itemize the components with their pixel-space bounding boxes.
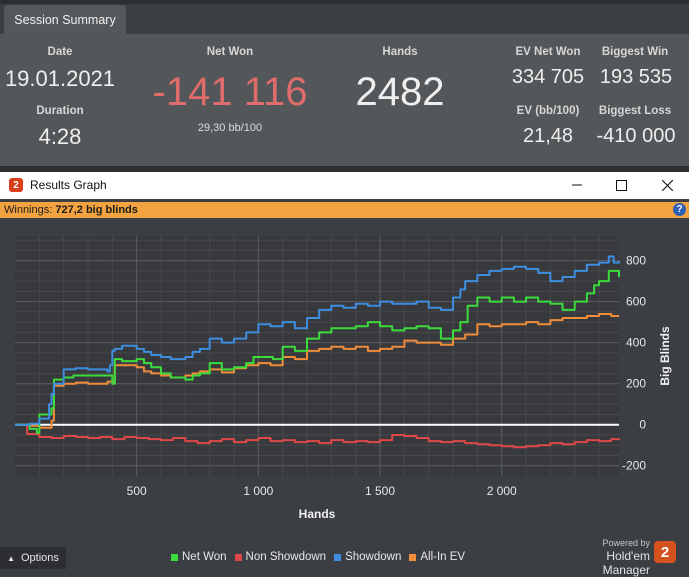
tab-session-summary[interactable]: Session Summary	[4, 5, 126, 34]
legend-label: Net Won	[182, 551, 227, 563]
date-value: 19.01.2021	[4, 66, 116, 91]
maximize-button[interactable]	[606, 175, 636, 195]
summary-divider	[0, 166, 689, 172]
legend-item-non-showdown[interactable]: Non Showdown	[234, 551, 327, 563]
hands-label: Hands	[382, 46, 418, 58]
series-layer	[15, 255, 620, 449]
y-tick-label: -200	[622, 459, 646, 473]
window-titlebar[interactable]: 2 Results Graph	[0, 172, 689, 199]
hands-value: 2482	[355, 70, 445, 114]
ev-bb100-value: 21,48	[522, 125, 574, 147]
winnings-value: 727,2 big blinds	[55, 204, 138, 216]
window-title: Results Graph	[30, 178, 107, 192]
x-tick-label: 1 500	[365, 484, 395, 498]
biggest-loss-label: Biggest Loss	[598, 105, 672, 117]
legend-label: Showdown	[345, 551, 402, 563]
biggest-win-label: Biggest Win	[601, 46, 669, 58]
duration-label: Duration	[36, 105, 84, 117]
holdem-manager-logo: 2	[654, 541, 676, 563]
help-icon[interactable]: ?	[673, 203, 686, 216]
plot-area	[15, 236, 619, 476]
y-tick-label: 200	[626, 377, 646, 391]
legend-swatch	[334, 553, 342, 561]
series-line-net-won	[15, 269, 620, 434]
powered-by-text: Powered by	[602, 538, 650, 548]
biggest-win-value: 193 535	[599, 66, 673, 88]
x-tick-label: 1 000	[243, 484, 273, 498]
legend-label: Non Showdown	[245, 551, 327, 563]
close-button[interactable]	[652, 175, 682, 195]
y-tick-label: 400	[626, 336, 646, 350]
winnings-label: Winnings:	[4, 204, 53, 216]
x-axis-title: Hands	[299, 507, 336, 521]
results-graph-window: 2 Results Graph Winnings: 727,2 big blin…	[0, 172, 689, 577]
winnings-text: Winnings: 727,2 big blinds	[4, 204, 138, 216]
top-strip	[0, 0, 689, 4]
maximize-icon	[615, 179, 627, 191]
chart-legend: Net Won Non Showdown Showdown All-In EV	[171, 549, 473, 565]
legend-item-all-in-ev[interactable]: All-In EV	[409, 551, 465, 563]
x-tick-label: 500	[127, 484, 147, 498]
y-tick-label: 0	[639, 418, 646, 432]
brand-name: Hold'em Manager	[602, 549, 650, 577]
minimize-icon	[572, 184, 582, 186]
close-icon	[661, 179, 673, 191]
net-won-bb100: 29,30 bb/100	[197, 122, 263, 134]
legend-item-net-won[interactable]: Net Won	[171, 551, 227, 563]
ev-net-won-value: 334 705	[511, 66, 585, 88]
legend-item-showdown[interactable]: Showdown	[334, 551, 401, 563]
y-axis-title: Big Blinds	[658, 326, 672, 386]
ev-bb100-label: EV (bb/100)	[516, 105, 580, 117]
duration-value: 4:28	[38, 124, 82, 149]
legend-label: All-In EV	[420, 551, 466, 563]
options-label: Options	[21, 552, 59, 564]
powered-by-block: Powered by Hold'em Manager	[556, 538, 650, 577]
options-button[interactable]: ▲ Options	[0, 547, 66, 569]
legend-swatch	[234, 553, 242, 561]
session-summary-panel: Session Summary Date 19.01.2021 Duration…	[0, 0, 689, 172]
chevron-up-icon: ▲	[7, 553, 15, 563]
biggest-loss-value: -410 000	[596, 125, 676, 147]
legend-swatch	[171, 553, 178, 561]
net-won-label: Net Won	[206, 46, 254, 58]
net-won-value: -141 116	[152, 70, 308, 114]
holdem-manager-app-icon: 2	[9, 178, 23, 192]
series-line-non-showdown	[15, 423, 620, 449]
minimize-button[interactable]	[562, 175, 592, 195]
results-chart: 500 1 000 1 500 2 000 -200 0 200 400 600 800 Hand…	[15, 236, 672, 521]
y-tick-label: 600	[626, 295, 646, 309]
x-tick-label: 2 000	[487, 484, 517, 498]
legend-swatch	[409, 553, 417, 561]
ev-net-won-label: EV Net Won	[515, 46, 581, 58]
date-label: Date	[47, 46, 73, 58]
y-tick-label: 800	[626, 254, 646, 268]
winnings-bar: Winnings: 727,2 big blinds ?	[0, 202, 689, 218]
series-line-showdown	[15, 255, 620, 426]
tick-labels: 500 1 000 1 500 2 000 -200 0 200 400 600 800	[127, 254, 647, 498]
